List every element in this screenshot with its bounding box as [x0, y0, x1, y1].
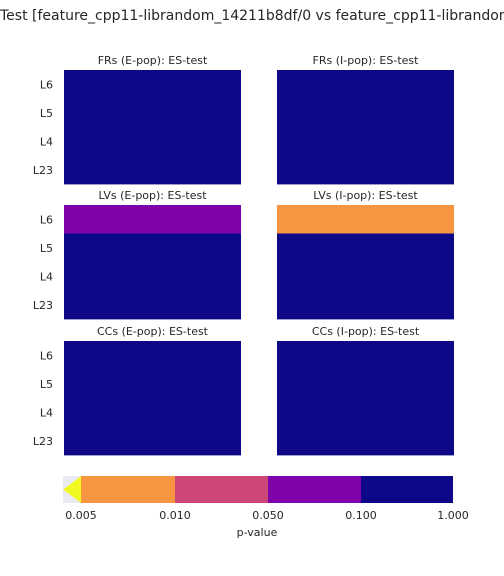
colorbar-label: p-value — [237, 526, 278, 539]
heatmap-cell — [64, 233, 241, 263]
row-label: L4 — [40, 406, 53, 419]
heatmap-cell — [277, 341, 454, 370]
heatmap-cell — [277, 98, 454, 128]
heatmap-cell — [64, 290, 241, 320]
row-label: L23 — [33, 299, 53, 312]
heatmap-cell — [277, 127, 454, 156]
row-label: L5 — [40, 378, 53, 391]
colorbar-tick-label: 0.100 — [345, 509, 377, 522]
colorbar-segment — [175, 476, 268, 503]
row-label: L4 — [40, 270, 53, 283]
colorbar-tick-label: 0.050 — [252, 509, 284, 522]
colorbar-corner — [63, 476, 81, 490]
heatmap-cell — [277, 426, 454, 456]
row-label: L23 — [33, 164, 53, 177]
row-label: L6 — [40, 213, 53, 226]
panel-title: LVs (E-pop): ES-test — [98, 189, 207, 202]
row-label: L5 — [40, 107, 53, 120]
panel-title: FRs (I-pop): ES-test — [313, 54, 420, 67]
heatmap-cell — [277, 369, 454, 399]
heatmap-cell — [64, 341, 241, 370]
heatmap-cell — [64, 369, 241, 399]
row-label: L4 — [40, 135, 53, 148]
colorbar-tick-label: 0.005 — [65, 509, 97, 522]
heatmap-cell — [277, 70, 454, 99]
heatmap-cell — [64, 70, 241, 99]
panel-title: CCs (E-pop): ES-test — [97, 325, 209, 338]
colorbar-corner — [63, 489, 81, 503]
figure-title: Test [feature_cpp11-librandom_14211b8df/… — [0, 8, 504, 24]
heatmap-cell — [64, 127, 241, 156]
colorbar-tick-label: 0.010 — [159, 509, 191, 522]
colorbar-segment — [81, 476, 175, 503]
heatmap-cell — [64, 98, 241, 128]
heatmap-cell — [64, 205, 241, 234]
heatmap-cell — [277, 262, 454, 291]
colorbar-extension — [63, 476, 81, 503]
heatmap-cell — [64, 426, 241, 456]
row-label: L5 — [40, 242, 53, 255]
colorbar-segment — [268, 476, 361, 503]
row-label: L23 — [33, 435, 53, 448]
heatmap-cell — [64, 398, 241, 427]
row-label: L6 — [40, 78, 53, 91]
colorbar-segment — [361, 476, 453, 503]
panel-title: FRs (E-pop): ES-test — [98, 54, 208, 67]
heatmap-cell — [277, 205, 454, 234]
heatmap-cell — [277, 398, 454, 427]
panel-title: LVs (I-pop): ES-test — [313, 189, 418, 202]
heatmap-cell — [64, 155, 241, 185]
row-label: L6 — [40, 349, 53, 362]
heatmap-cell — [277, 290, 454, 320]
panel-title: CCs (I-pop): ES-test — [312, 325, 420, 338]
heatmap-cell — [277, 233, 454, 263]
colorbar-tick-label: 1.000 — [437, 509, 469, 522]
heatmap-cell — [64, 262, 241, 291]
heatmap-cell — [277, 155, 454, 185]
